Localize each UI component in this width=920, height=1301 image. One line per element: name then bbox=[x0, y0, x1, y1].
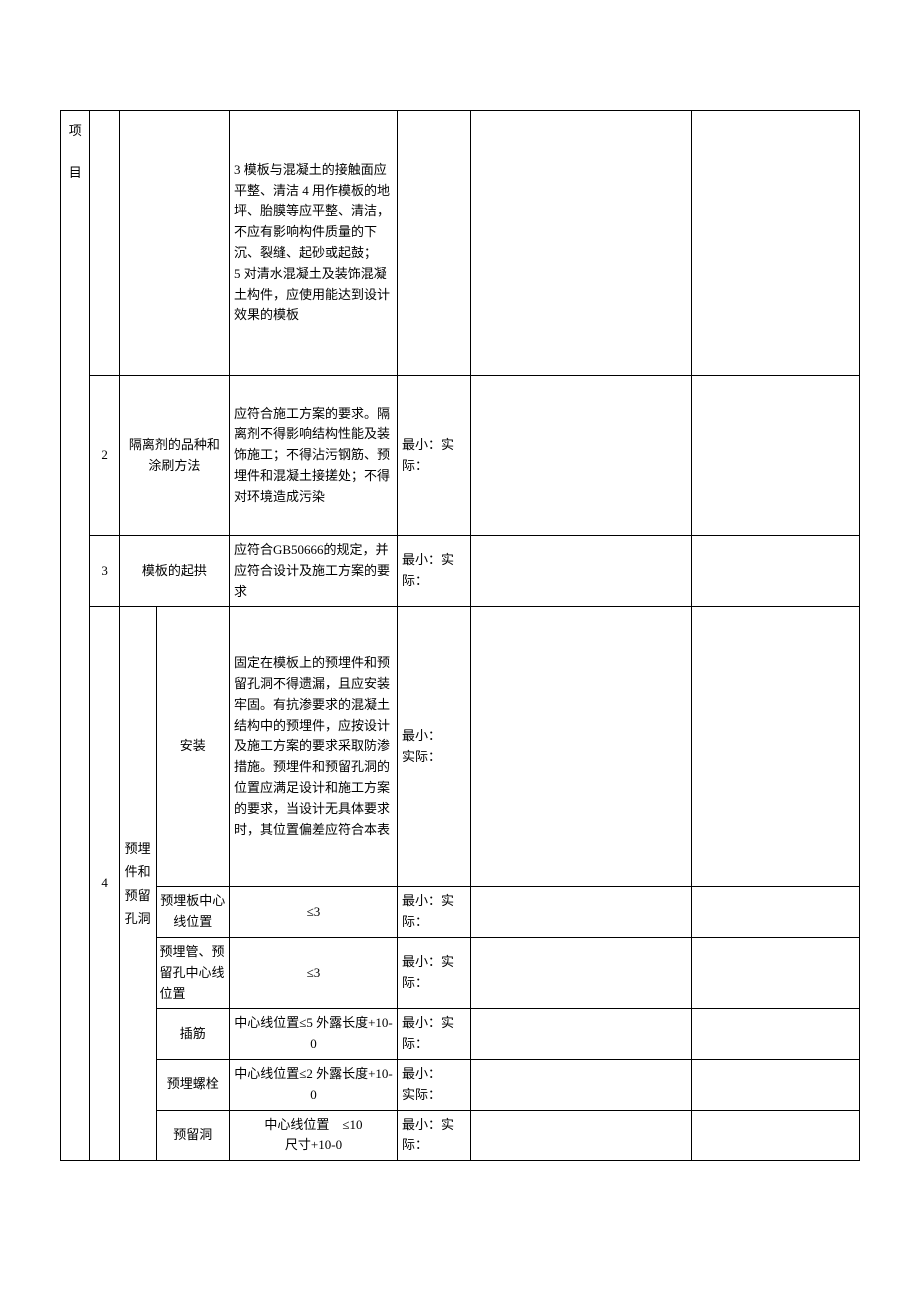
sample-cell: 最小：实际： bbox=[397, 1009, 470, 1060]
num-cell: 3 bbox=[90, 536, 119, 607]
requirement-cell: 应符合GB50666的规定，并应符合设计及施工方案的要求 bbox=[230, 536, 398, 607]
requirement-cell: ≤3 bbox=[230, 887, 398, 938]
subitem-cell: 预埋管、预留孔中心线位置 bbox=[156, 937, 229, 1008]
page: 项 目 3 模板与混凝土的接触面应平整、清洁 4 用作模板的地坪、胎膜等应平整、… bbox=[0, 0, 920, 1301]
note-cell bbox=[691, 887, 859, 938]
note-cell bbox=[691, 937, 859, 1008]
table-row: 预埋管、预留孔中心线位置 ≤3 最小：实际： bbox=[61, 937, 860, 1008]
table-row: 3 模板的起拱 应符合GB50666的规定，并应符合设计及施工方案的要求 最小：… bbox=[61, 536, 860, 607]
subitem-cell: 安装 bbox=[156, 607, 229, 887]
result-cell bbox=[471, 1009, 691, 1060]
subitem-cell: 预留洞 bbox=[156, 1110, 229, 1161]
sample-cell: 最小： 实际： bbox=[397, 1059, 470, 1110]
item-cell bbox=[119, 111, 229, 376]
table-row: 插筋 中心线位置≤5 外露长度+10-0 最小：实际： bbox=[61, 1009, 860, 1060]
note-cell bbox=[691, 607, 859, 887]
table-row: 预埋板中心线位置 ≤3 最小：实际： bbox=[61, 887, 860, 938]
result-cell bbox=[471, 111, 691, 376]
result-cell bbox=[471, 887, 691, 938]
requirement-cell: 3 模板与混凝土的接触面应平整、清洁 4 用作模板的地坪、胎膜等应平整、清洁，不… bbox=[230, 111, 398, 376]
num-cell bbox=[90, 111, 119, 376]
sample-cell: 最小： 实际： bbox=[397, 607, 470, 887]
subitem-cell: 预埋螺栓 bbox=[156, 1059, 229, 1110]
requirement-cell: ≤3 bbox=[230, 937, 398, 1008]
sample-cell: 最小：实际： bbox=[397, 376, 470, 536]
sample-cell bbox=[397, 111, 470, 376]
requirement-cell: 中心线位置≤5 外露长度+10-0 bbox=[230, 1009, 398, 1060]
result-cell bbox=[471, 607, 691, 887]
sample-cell: 最小：实际： bbox=[397, 1110, 470, 1161]
subitem-cell: 预埋板中心线位置 bbox=[156, 887, 229, 938]
note-cell bbox=[691, 111, 859, 376]
sample-cell: 最小：实际： bbox=[397, 937, 470, 1008]
subitem-cell: 插筋 bbox=[156, 1009, 229, 1060]
table-row: 4 预埋件和预留孔洞 安装 固定在模板上的预埋件和预留孔洞不得遗漏，且应安装牢固… bbox=[61, 607, 860, 887]
category-cell: 项 目 bbox=[61, 111, 90, 1161]
requirement-cell: 中心线位置≤2 外露长度+10-0 bbox=[230, 1059, 398, 1110]
note-cell bbox=[691, 536, 859, 607]
table-row: 项 目 3 模板与混凝土的接触面应平整、清洁 4 用作模板的地坪、胎膜等应平整、… bbox=[61, 111, 860, 376]
note-cell bbox=[691, 1059, 859, 1110]
num-cell: 4 bbox=[90, 607, 119, 1161]
table-row: 预埋螺栓 中心线位置≤2 外露长度+10-0 最小： 实际： bbox=[61, 1059, 860, 1110]
sample-cell: 最小：实际： bbox=[397, 536, 470, 607]
requirement-cell: 中心线位置 ≤10 尺寸+10-0 bbox=[230, 1110, 398, 1161]
result-cell bbox=[471, 937, 691, 1008]
item-cell: 模板的起拱 bbox=[119, 536, 229, 607]
note-cell bbox=[691, 376, 859, 536]
num-cell: 2 bbox=[90, 376, 119, 536]
group-cell: 预埋件和预留孔洞 bbox=[119, 607, 156, 1161]
result-cell bbox=[471, 536, 691, 607]
sample-cell: 最小：实际： bbox=[397, 887, 470, 938]
table-row: 预留洞 中心线位置 ≤10 尺寸+10-0 最小：实际： bbox=[61, 1110, 860, 1161]
requirement-cell: 应符合施工方案的要求。隔离剂不得影响结构性能及装饰施工；不得沾污钢筋、预埋件和混… bbox=[230, 376, 398, 536]
table-row: 2 隔离剂的品种和涂刷方法 应符合施工方案的要求。隔离剂不得影响结构性能及装饰施… bbox=[61, 376, 860, 536]
note-cell bbox=[691, 1009, 859, 1060]
inspection-table: 项 目 3 模板与混凝土的接触面应平整、清洁 4 用作模板的地坪、胎膜等应平整、… bbox=[60, 110, 860, 1161]
note-cell bbox=[691, 1110, 859, 1161]
requirement-cell: 固定在模板上的预埋件和预留孔洞不得遗漏，且应安装牢固。有抗渗要求的混凝土结构中的… bbox=[230, 607, 398, 887]
result-cell bbox=[471, 1059, 691, 1110]
item-cell: 隔离剂的品种和涂刷方法 bbox=[119, 376, 229, 536]
result-cell bbox=[471, 376, 691, 536]
result-cell bbox=[471, 1110, 691, 1161]
